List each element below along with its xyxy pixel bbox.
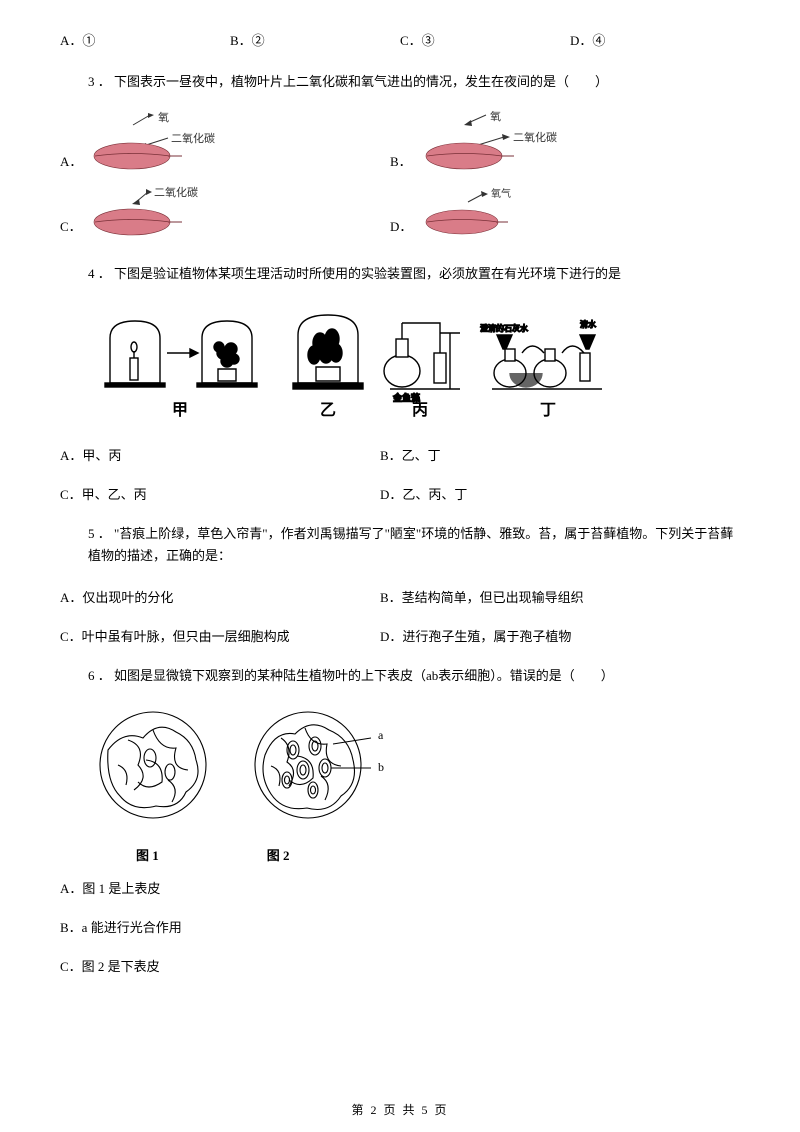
q6-fig1-label: 图 1 bbox=[136, 845, 159, 864]
q3-figures: A． 氧 二氧化碳 B． bbox=[60, 111, 740, 241]
q5-option-c: C．叶中虽有叶脉，但只由一层细胞构成 bbox=[60, 626, 380, 645]
q4-text: 4 ． 下图是验证植物体某项生理活动时所使用的实验装置图，必须放置在有光环境下进… bbox=[88, 263, 740, 285]
q5-options-row1: A．仅出现叶的分化 B．茎结构简单，但已出现输导组织 bbox=[60, 587, 740, 606]
page-footer: 第 2 页 共 5 页 bbox=[0, 1101, 800, 1118]
svg-text:氧: 氧 bbox=[490, 111, 501, 123]
q2-option-a: A．① bbox=[60, 30, 230, 49]
svg-text:二氧化碳: 二氧化碳 bbox=[154, 186, 198, 199]
svg-text:二氧化碳: 二氧化碳 bbox=[171, 131, 215, 145]
q4-apparatus-icon: 金鱼藻 澄清的石灰水 清水 甲 乙 丙 丁 bbox=[100, 303, 740, 427]
q6-label-b: b bbox=[378, 760, 384, 774]
svg-text:甲: 甲 bbox=[172, 401, 188, 419]
q3-label-a: A． bbox=[60, 151, 82, 176]
q5-option-a: A．仅出现叶的分化 bbox=[60, 587, 380, 606]
q3-leaf-b-icon: 氧 二氧化碳 bbox=[418, 111, 588, 176]
q6-option-c: C．图 2 是下表皮 bbox=[60, 956, 740, 975]
svg-text:氧气: 氧气 bbox=[491, 187, 511, 200]
q6-fig2-label: 图 2 bbox=[267, 845, 290, 864]
q5-text: 5 ． "苔痕上阶绿，草色入帘青"，作者刘禹锡描写了"陋室"环境的恬静、雅致。苔… bbox=[88, 523, 740, 567]
q4-options-row2: C．甲、乙、丙 D．乙、丙、丁 bbox=[60, 484, 740, 503]
q4-option-b: B．乙、丁 bbox=[380, 445, 740, 464]
q3-leaf-c-icon: 二氧化碳 bbox=[88, 186, 238, 241]
q6-figure: a b 图 1 图 2 bbox=[88, 705, 740, 864]
q2-option-c: C．③ bbox=[400, 30, 570, 49]
q4-options-row1: A．甲、丙 B．乙、丁 bbox=[60, 445, 740, 464]
q6-option-b: B．a 能进行光合作用 bbox=[60, 917, 740, 936]
q3-label-b: B． bbox=[390, 151, 412, 176]
q2-option-d: D．④ bbox=[570, 30, 605, 49]
svg-text:丁: 丁 bbox=[540, 402, 556, 419]
svg-text:丙: 丙 bbox=[412, 401, 428, 419]
q6-text: 6 ． 如图是显微镜下观察到的某种陆生植物叶的上下表皮（ab表示细胞）。错误的是… bbox=[88, 665, 740, 687]
q3-text: 3 ． 下图表示一昼夜中，植物叶片上二氧化碳和氧气进出的情况，发生在夜间的是（ … bbox=[88, 71, 740, 93]
q3-leaf-a-icon: 氧 二氧化碳 bbox=[88, 111, 238, 176]
svg-text:清水: 清水 bbox=[580, 319, 596, 329]
svg-text:二氧化碳: 二氧化碳 bbox=[513, 130, 557, 144]
q2-option-b: B．② bbox=[230, 30, 400, 49]
q3-leaf-d-icon: 氧气 bbox=[418, 186, 558, 241]
q4-option-d: D．乙、丙、丁 bbox=[380, 484, 740, 503]
q4-option-a: A．甲、丙 bbox=[60, 445, 380, 464]
q5-option-b: B．茎结构简单，但已出现输导组织 bbox=[380, 587, 740, 606]
q4-option-c: C．甲、乙、丙 bbox=[60, 484, 380, 503]
q3-label-c: C． bbox=[60, 216, 82, 241]
svg-text:乙: 乙 bbox=[320, 402, 336, 419]
svg-text:澄清的石灰水: 澄清的石灰水 bbox=[480, 323, 528, 333]
svg-text:氧: 氧 bbox=[158, 111, 169, 124]
q6-label-a: a bbox=[378, 728, 384, 742]
q3-label-d: D． bbox=[390, 216, 412, 241]
q2-options: A．① B．② C．③ D．④ bbox=[60, 30, 740, 49]
q5-options-row2: C．叶中虽有叶脉，但只由一层细胞构成 D．进行孢子生殖，属于孢子植物 bbox=[60, 626, 740, 645]
q6-option-a: A．图 1 是上表皮 bbox=[60, 878, 740, 897]
q5-option-d: D．进行孢子生殖，属于孢子植物 bbox=[380, 626, 740, 645]
